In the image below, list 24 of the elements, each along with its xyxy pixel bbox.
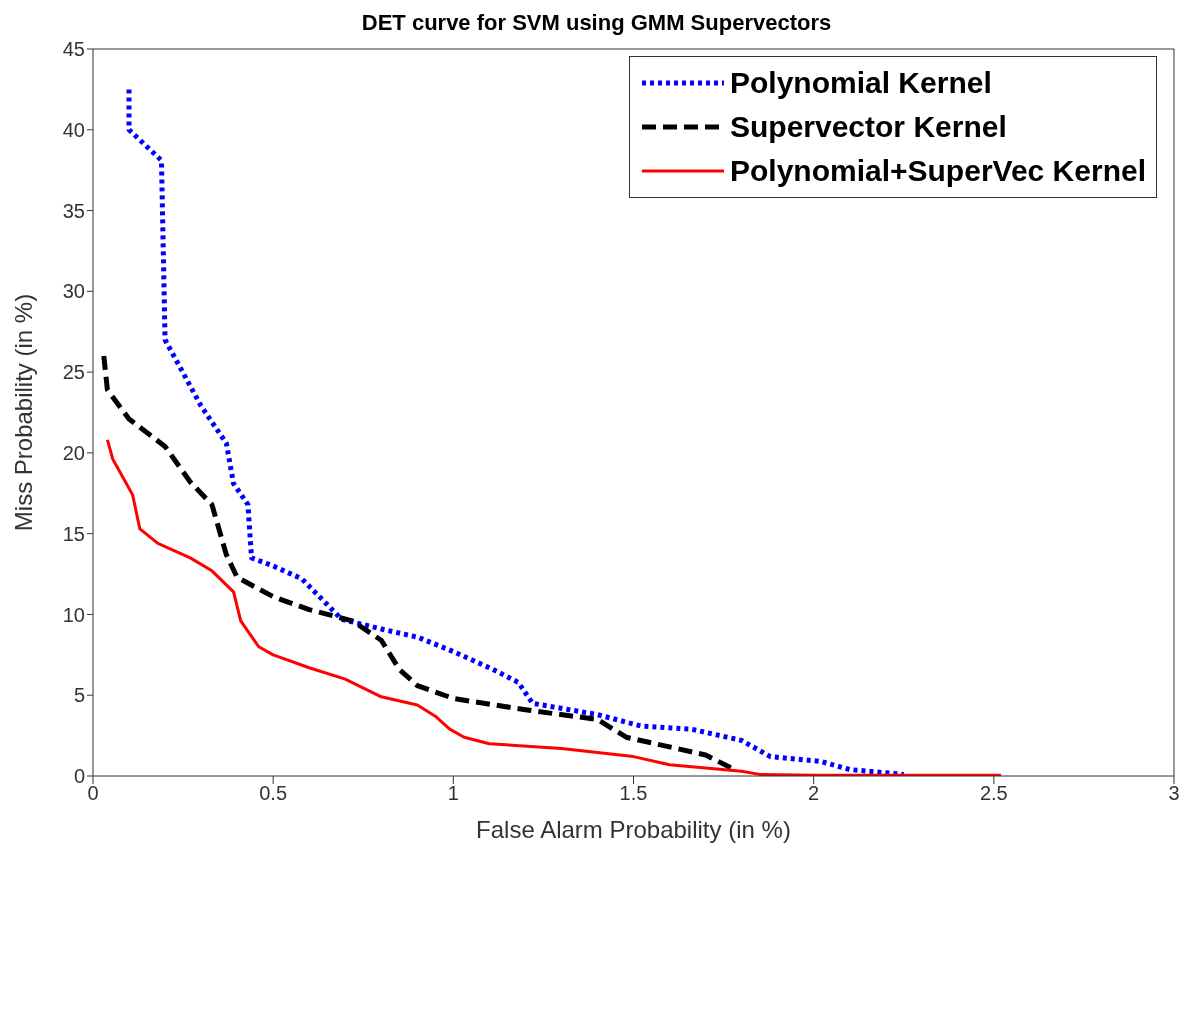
y-tick-label: 15 [62, 522, 85, 545]
x-tick-label: 1 [447, 782, 459, 805]
y-axis-title: Miss Probability (in %) [9, 293, 37, 532]
x-tick-label: 0.5 [259, 782, 288, 805]
y-tick-label: 40 [62, 118, 85, 141]
y-tick-label: 25 [62, 361, 85, 384]
y-tick-label: 0 [73, 765, 85, 788]
legend-label: Supervector Kernel [729, 110, 1007, 144]
legend-label: Polynomial+SuperVec Kernel [729, 154, 1146, 188]
legend-label: Polynomial Kernel [729, 66, 992, 100]
x-tick-label: 2 [808, 782, 820, 805]
x-axis-title: False Alarm Probability (in %) [476, 816, 791, 843]
y-tick-label: 45 [62, 38, 85, 61]
x-tick-label: 2.5 [979, 782, 1008, 805]
x-tick-label: 0 [87, 782, 99, 805]
y-tick-label: 35 [62, 199, 85, 222]
chart-title: DET curve for SVM using GMM Supervectors [360, 9, 833, 37]
x-tick-label: 3 [1168, 782, 1180, 805]
y-tick-label: 20 [62, 441, 85, 464]
y-tick-label: 5 [73, 684, 85, 707]
y-tick-label: 30 [62, 280, 85, 303]
y-tick-label: 10 [62, 603, 85, 626]
line-series [105, 438, 1003, 776]
x-tick-label: 1.5 [619, 782, 648, 805]
